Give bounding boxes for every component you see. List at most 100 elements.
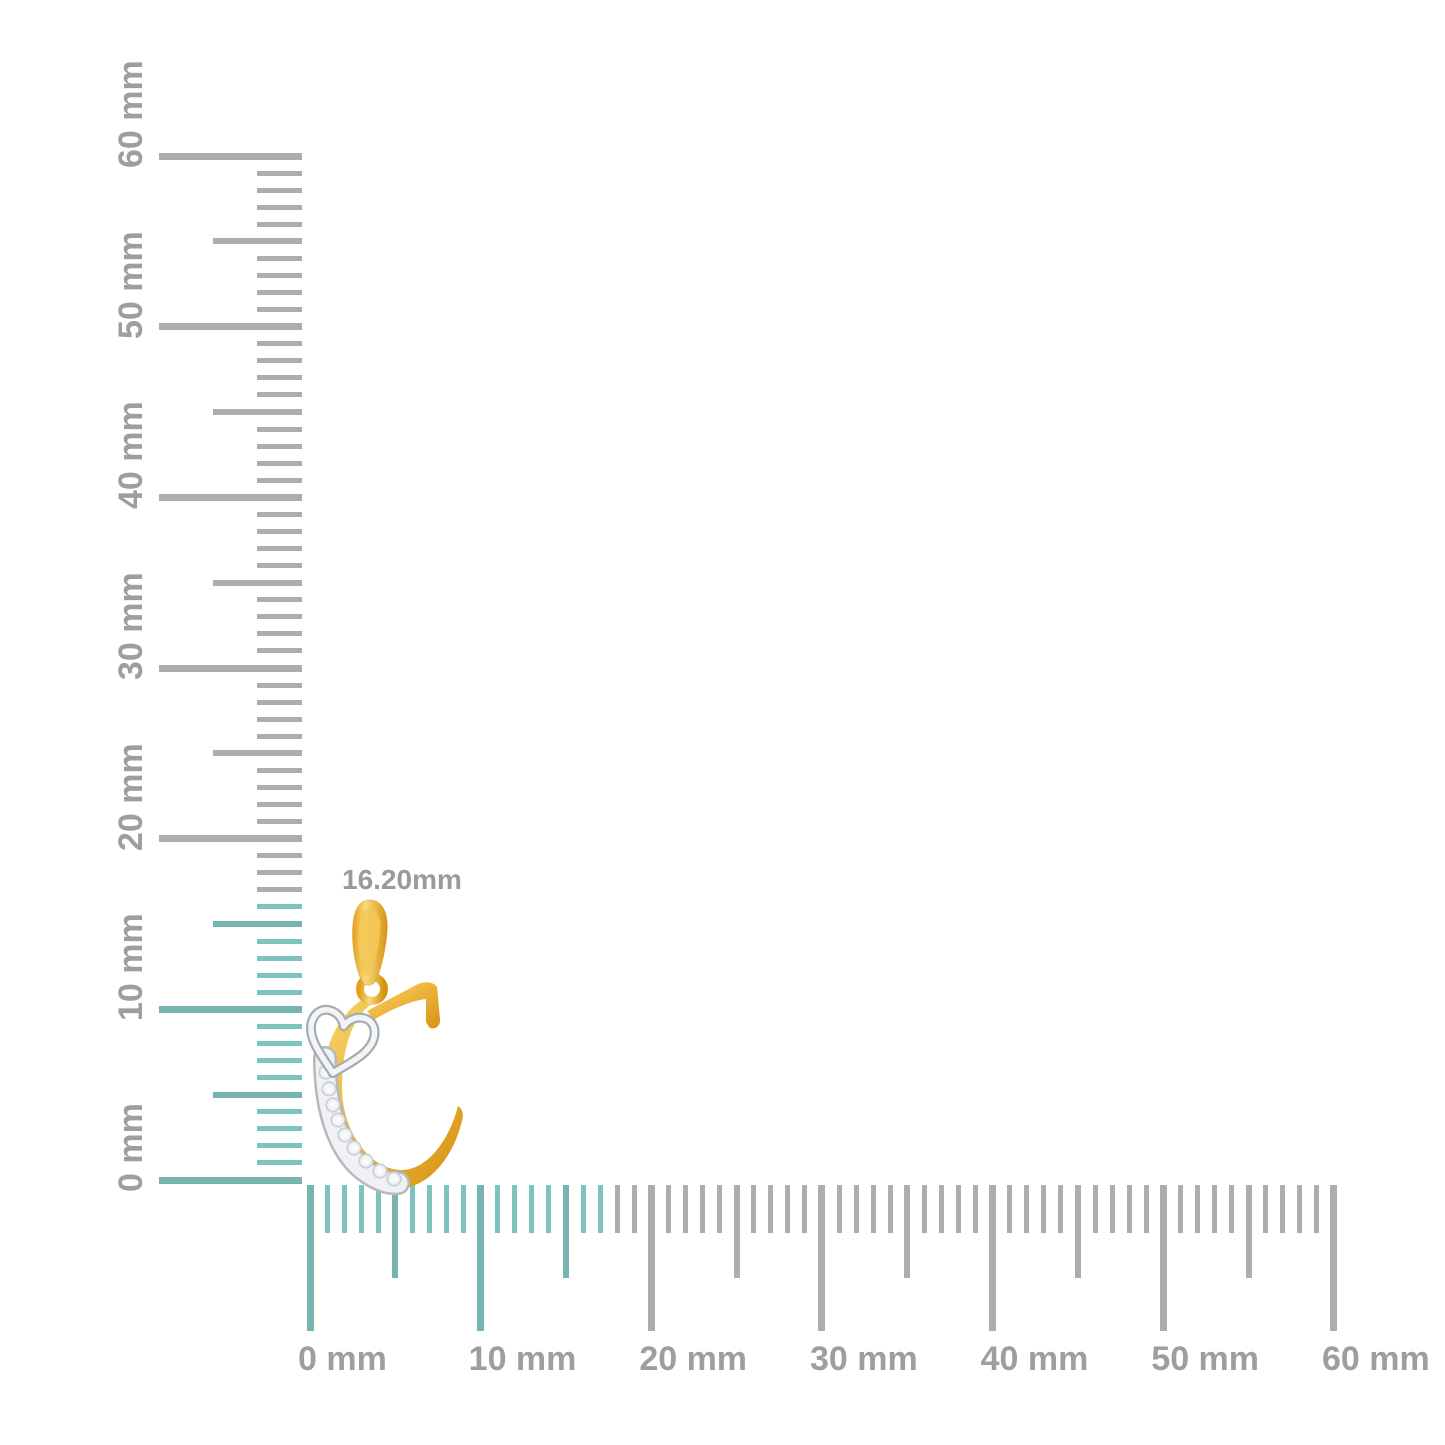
horizontal-tick-33mm — [870, 1185, 876, 1233]
vertical-tick-54mm — [257, 255, 302, 261]
vertical-tick-38mm — [257, 528, 302, 534]
horizontal-tick-51mm — [1177, 1185, 1183, 1233]
vertical-tick-7mm — [257, 1058, 302, 1064]
horizontal-tick-57mm — [1280, 1185, 1286, 1233]
vertical-tick-0mm — [159, 1176, 302, 1184]
horizontal-tick-55mm — [1245, 1185, 1252, 1278]
horizontal-tick-0mm — [306, 1185, 314, 1331]
horizontal-tick-4mm — [375, 1185, 381, 1233]
vertical-tick-40mm — [159, 493, 302, 501]
horizontal-ruler-label-10mm: 10 mm — [468, 1340, 577, 1378]
diamond-stone — [372, 1163, 388, 1179]
vertical-tick-33mm — [257, 614, 302, 620]
vertical-tick-60mm — [159, 152, 302, 160]
vertical-tick-32mm — [257, 631, 302, 637]
diamond-stone — [358, 1153, 374, 1169]
horizontal-ruler-label-0mm: 0 mm — [298, 1340, 387, 1378]
horizontal-tick-42mm — [1024, 1185, 1030, 1233]
vertical-tick-53mm — [257, 273, 302, 278]
vertical-tick-56mm — [257, 221, 302, 227]
horizontal-ruler-label-60mm: 60 mm — [1321, 1340, 1430, 1378]
letter-c-top-flourish — [367, 982, 441, 1029]
horizontal-tick-22mm — [682, 1185, 688, 1233]
vertical-tick-18mm — [257, 870, 302, 876]
horizontal-tick-34mm — [887, 1185, 893, 1233]
horizontal-tick-49mm — [1143, 1185, 1149, 1233]
vertical-tick-41mm — [257, 477, 302, 483]
horizontal-tick-39mm — [973, 1185, 979, 1233]
horizontal-tick-43mm — [1041, 1185, 1047, 1233]
diamond-stone — [321, 1081, 337, 1097]
horizontal-tick-48mm — [1126, 1185, 1132, 1233]
vertical-tick-14mm — [257, 938, 302, 944]
vertical-tick-26mm — [257, 733, 302, 739]
vertical-tick-16mm — [257, 904, 302, 910]
vertical-tick-12mm — [257, 972, 302, 978]
vertical-tick-59mm — [257, 170, 302, 176]
horizontal-tick-27mm — [768, 1185, 774, 1233]
horizontal-tick-38mm — [956, 1185, 961, 1233]
pendant-bail-facet — [358, 909, 381, 976]
horizontal-tick-53mm — [1211, 1185, 1217, 1233]
diamond-stone — [346, 1140, 362, 1156]
horizontal-tick-5mm — [392, 1185, 399, 1278]
horizontal-tick-6mm — [409, 1185, 415, 1233]
vertical-tick-45mm — [213, 409, 302, 416]
horizontal-tick-7mm — [426, 1185, 432, 1233]
horizontal-tick-10mm — [477, 1185, 485, 1331]
vertical-tick-55mm — [213, 238, 302, 245]
vertical-tick-58mm — [257, 187, 302, 193]
horizontal-tick-35mm — [904, 1185, 911, 1278]
vertical-tick-52mm — [257, 290, 302, 296]
vertical-tick-20mm — [159, 835, 302, 843]
horizontal-tick-19mm — [631, 1185, 637, 1233]
vertical-tick-4mm — [257, 1109, 302, 1115]
vertical-tick-9mm — [257, 1023, 302, 1029]
vertical-tick-5mm — [213, 1091, 302, 1098]
diamond-stone — [386, 1171, 402, 1187]
horizontal-tick-15mm — [562, 1185, 569, 1278]
horizontal-tick-17mm — [597, 1185, 603, 1233]
vertical-tick-11mm — [257, 989, 302, 995]
horizontal-ruler-label-20mm: 20 mm — [639, 1340, 748, 1378]
vertical-tick-44mm — [257, 426, 302, 432]
vertical-tick-39mm — [257, 511, 302, 517]
vertical-tick-37mm — [257, 546, 302, 552]
vertical-tick-57mm — [257, 204, 302, 210]
horizontal-tick-28mm — [785, 1185, 791, 1233]
vertical-tick-29mm — [257, 682, 302, 688]
vertical-tick-43mm — [257, 443, 302, 449]
vertical-tick-31mm — [257, 648, 302, 654]
vertical-tick-2mm — [257, 1143, 302, 1149]
horizontal-tick-46mm — [1092, 1185, 1098, 1233]
vertical-ruler-label-10mm: 10 mm — [112, 913, 150, 1022]
horizontal-ruler-label-30mm: 30 mm — [809, 1340, 918, 1378]
horizontal-tick-45mm — [1074, 1185, 1081, 1278]
vertical-tick-42mm — [257, 460, 302, 466]
horizontal-tick-21mm — [665, 1185, 671, 1233]
horizontal-tick-52mm — [1194, 1185, 1200, 1233]
horizontal-tick-16mm — [580, 1185, 586, 1233]
vertical-tick-13mm — [257, 955, 302, 961]
horizontal-tick-18mm — [614, 1185, 620, 1233]
vertical-tick-22mm — [257, 802, 302, 808]
vertical-tick-36mm — [257, 563, 302, 569]
horizontal-tick-24mm — [717, 1185, 723, 1233]
diamond-stone — [330, 1112, 346, 1128]
horizontal-tick-1mm — [324, 1185, 330, 1233]
horizontal-tick-20mm — [647, 1185, 655, 1331]
horizontal-tick-58mm — [1297, 1185, 1303, 1233]
vertical-tick-10mm — [159, 1005, 302, 1013]
horizontal-tick-44mm — [1058, 1185, 1064, 1233]
horizontal-tick-32mm — [853, 1185, 859, 1233]
vertical-tick-34mm — [257, 597, 302, 603]
horizontal-tick-12mm — [512, 1185, 518, 1233]
vertical-tick-50mm — [159, 323, 302, 331]
heart-outline-icon — [305, 1004, 380, 1079]
horizontal-tick-23mm — [700, 1185, 706, 1233]
horizontal-tick-8mm — [444, 1185, 450, 1233]
diamond-stone — [337, 1127, 353, 1143]
horizontal-tick-37mm — [938, 1185, 944, 1233]
horizontal-tick-60mm — [1330, 1185, 1338, 1331]
